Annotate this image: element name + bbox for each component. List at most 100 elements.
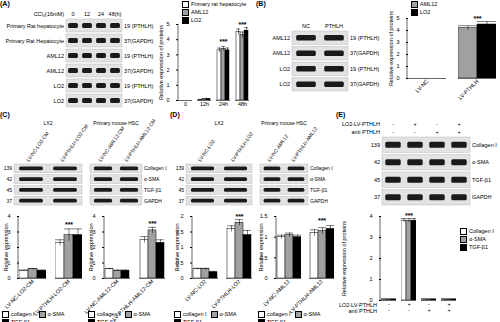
svg-text:LO2: LO2 bbox=[280, 81, 290, 87]
svg-text:Primary Rat Hepatocyte: Primary Rat Hepatocyte bbox=[6, 38, 64, 44]
svg-text:3: 3 bbox=[166, 52, 169, 58]
svg-text:24h: 24h bbox=[219, 101, 228, 107]
svg-text:+: + bbox=[413, 121, 416, 127]
svg-text:0: 0 bbox=[180, 275, 183, 281]
svg-text:LV-NC-LO2: LV-NC-LO2 bbox=[196, 138, 216, 162]
svg-text:Primary Rat hepatocyte: Primary Rat hepatocyte bbox=[7, 23, 64, 29]
svg-text:LV-PTHLH-LO2: LV-PTHLH-LO2 bbox=[229, 131, 254, 163]
svg-text:0: 0 bbox=[166, 97, 169, 103]
svg-text:0: 0 bbox=[71, 11, 74, 17]
svg-text:+: + bbox=[457, 129, 460, 135]
svg-text:Relative expression: Relative expression bbox=[258, 224, 264, 272]
svg-text:139: 139 bbox=[4, 165, 13, 171]
svg-text:1: 1 bbox=[369, 276, 372, 282]
svg-text:AML12: AML12 bbox=[47, 68, 64, 74]
svg-text:2: 2 bbox=[369, 255, 372, 261]
svg-text:LV-NC-AML12: LV-NC-AML12 bbox=[266, 133, 289, 163]
svg-text:LV-NC-AML12-CM: LV-NC-AML12-CM bbox=[83, 278, 120, 315]
svg-text:24: 24 bbox=[98, 11, 104, 17]
svg-text:***: *** bbox=[238, 21, 246, 28]
svg-text:37(GAPDH): 37(GAPDH) bbox=[124, 38, 154, 44]
svg-text:LX2: LX2 bbox=[44, 120, 53, 126]
svg-text:1: 1 bbox=[166, 82, 169, 88]
svg-text:AML12: AML12 bbox=[47, 53, 64, 59]
svg-text:TGF-β1: TGF-β1 bbox=[310, 187, 328, 193]
svg-text:Relative expression of protein: Relative expression of proteins bbox=[341, 221, 347, 296]
svg-text:GAPDH: GAPDH bbox=[310, 198, 328, 204]
svg-text:Relative expression: Relative expression bbox=[174, 224, 180, 272]
svg-text:48h: 48h bbox=[238, 101, 247, 107]
svg-text:-: - bbox=[392, 129, 394, 135]
svg-text:139: 139 bbox=[371, 142, 380, 148]
svg-text:0: 0 bbox=[92, 275, 95, 281]
svg-text:LV-NC: LV-NC bbox=[414, 78, 429, 93]
svg-text:4: 4 bbox=[166, 36, 169, 42]
svg-text:***: *** bbox=[219, 38, 227, 45]
svg-text:anti PTHLH: anti PTHLH bbox=[352, 129, 380, 135]
svg-text:3: 3 bbox=[369, 234, 372, 240]
svg-text:LV-PTHLH-AML12-CM: LV-PTHLH-AML12-CM bbox=[123, 118, 157, 163]
svg-text:45: 45 bbox=[6, 187, 12, 193]
svg-text:LV-NC-LO2: LV-NC-LO2 bbox=[183, 278, 207, 302]
svg-text:Relative expression of protein: Relative expression of proteins bbox=[388, 11, 394, 86]
svg-text:α-SMA: α-SMA bbox=[472, 159, 489, 165]
svg-text:19 (PTHLH): 19 (PTHLH) bbox=[124, 83, 154, 89]
svg-text:***: *** bbox=[148, 220, 156, 227]
svg-text:CCl₄(16mM): CCl₄(16mM) bbox=[34, 11, 65, 17]
svg-text:GAPDH: GAPDH bbox=[472, 194, 492, 200]
svg-text:42: 42 bbox=[178, 176, 184, 182]
svg-text:LV-PTHLH: LV-PTHLH bbox=[457, 78, 480, 101]
svg-text:Primary mouse HSC: Primary mouse HSC bbox=[93, 120, 139, 126]
svg-text:LV-PTHLH-LO2-CM: LV-PTHLH-LO2-CM bbox=[59, 123, 89, 163]
svg-text:anti PTHLH: anti PTHLH bbox=[349, 308, 377, 314]
svg-text:37(GAPDH): 37(GAPDH) bbox=[124, 98, 154, 104]
svg-text:4: 4 bbox=[369, 213, 372, 219]
svg-text:***: *** bbox=[473, 15, 481, 22]
svg-text:PTHLH: PTHLH bbox=[325, 23, 343, 29]
svg-text:4: 4 bbox=[396, 27, 399, 33]
svg-text:AML12: AML12 bbox=[273, 35, 290, 41]
svg-text:-: - bbox=[414, 129, 416, 135]
svg-text:***: *** bbox=[405, 212, 413, 219]
svg-text:AML12: AML12 bbox=[273, 50, 290, 56]
svg-text:1.5: 1.5 bbox=[260, 213, 268, 219]
svg-text:2: 2 bbox=[180, 213, 183, 219]
svg-text:48(h): 48(h) bbox=[109, 11, 122, 17]
svg-text:Relative expression: Relative expression bbox=[88, 224, 94, 272]
svg-text:TGF-β1: TGF-β1 bbox=[472, 177, 491, 183]
svg-text:37: 37 bbox=[178, 198, 184, 204]
svg-text:-+: -+ bbox=[427, 301, 430, 313]
svg-text:***: *** bbox=[65, 221, 73, 228]
svg-text:LV-PTHLH-AML12: LV-PTHLH-AML12 bbox=[290, 125, 319, 162]
svg-text:LV-NC-AML12-CM: LV-NC-AML12-CM bbox=[97, 125, 126, 162]
svg-text:LV-PTHLH-LO2: LV-PTHLH-LO2 bbox=[210, 278, 241, 309]
svg-text:12: 12 bbox=[84, 11, 90, 17]
svg-text:1: 1 bbox=[264, 234, 267, 240]
svg-text:+-: +- bbox=[407, 301, 410, 313]
svg-text:Collagen I: Collagen I bbox=[310, 165, 333, 171]
svg-text:19 (PTHLH): 19 (PTHLH) bbox=[350, 35, 380, 41]
svg-text:TGF-β1: TGF-β1 bbox=[144, 187, 162, 193]
svg-text:α-SMA: α-SMA bbox=[310, 176, 326, 182]
svg-text:Relative expression of protein: Relative expression of proteins bbox=[158, 25, 164, 100]
svg-text:0: 0 bbox=[396, 75, 399, 81]
svg-text:2: 2 bbox=[396, 51, 399, 57]
svg-text:NC: NC bbox=[302, 23, 310, 29]
svg-text:37(GAPDH): 37(GAPDH) bbox=[124, 68, 154, 74]
svg-text:+: + bbox=[457, 121, 460, 127]
svg-text:0: 0 bbox=[184, 101, 187, 107]
svg-text:37: 37 bbox=[374, 194, 380, 200]
svg-text:LV-PTHLH-AML12: LV-PTHLH-AML12 bbox=[288, 278, 324, 314]
svg-text:1: 1 bbox=[396, 63, 399, 69]
svg-text:139: 139 bbox=[176, 165, 185, 171]
svg-text:0: 0 bbox=[7, 275, 10, 281]
svg-text:LO2: LO2 bbox=[54, 83, 64, 89]
svg-text:4: 4 bbox=[7, 213, 10, 219]
svg-text:Collagen I: Collagen I bbox=[144, 165, 167, 171]
svg-text:-: - bbox=[436, 121, 438, 127]
svg-text:LO2: LO2 bbox=[280, 66, 290, 72]
svg-text:45: 45 bbox=[374, 177, 380, 183]
svg-text:3: 3 bbox=[396, 39, 399, 45]
svg-text:19 (PTHLH): 19 (PTHLH) bbox=[350, 66, 380, 72]
svg-text:5: 5 bbox=[166, 21, 169, 27]
